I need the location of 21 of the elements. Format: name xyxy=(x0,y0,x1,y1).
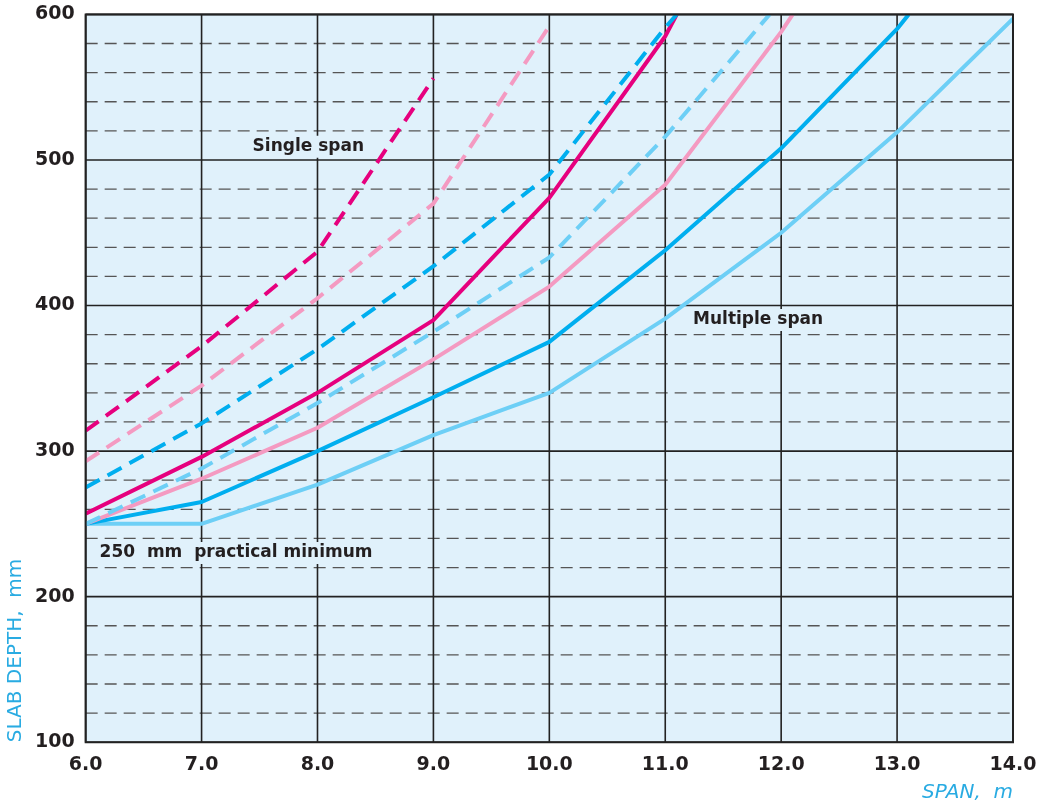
annotation: Single span xyxy=(252,135,365,156)
y-tick-label: 300 xyxy=(34,438,75,461)
y-tick-label: 600 xyxy=(34,1,75,24)
x-tick-label: 8.0 xyxy=(300,751,335,774)
x-tick-label: 9.0 xyxy=(416,751,451,774)
y-tick-label: 200 xyxy=(34,583,75,606)
annotation: 250 mm practical minimum xyxy=(99,541,373,562)
x-tick-label: 7.0 xyxy=(184,751,219,774)
annotation: Multiple span xyxy=(693,308,824,329)
line-series xyxy=(85,76,436,433)
x-tick-label: 12.0 xyxy=(757,751,805,774)
x-tick-label: 10.0 xyxy=(525,751,573,774)
y-tick-label: 400 xyxy=(34,292,75,315)
x-axis-title: SPAN, m xyxy=(922,779,1013,804)
y-tick-label: 500 xyxy=(34,146,75,169)
x-tick-label: 14.0 xyxy=(989,751,1037,774)
x-tick-label: 11.0 xyxy=(641,751,689,774)
x-tick-label: 13.0 xyxy=(873,751,921,774)
x-tick-label: 6.0 xyxy=(68,751,103,774)
y-tick-label: 100 xyxy=(34,729,75,752)
y-axis-title: SLAB DEPTH, mm xyxy=(2,558,27,743)
